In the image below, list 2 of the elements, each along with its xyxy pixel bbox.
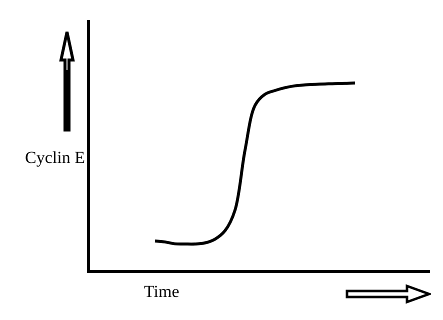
x-axis-title: Time (144, 282, 180, 301)
y-axis-title: Cyclin E (25, 148, 85, 167)
